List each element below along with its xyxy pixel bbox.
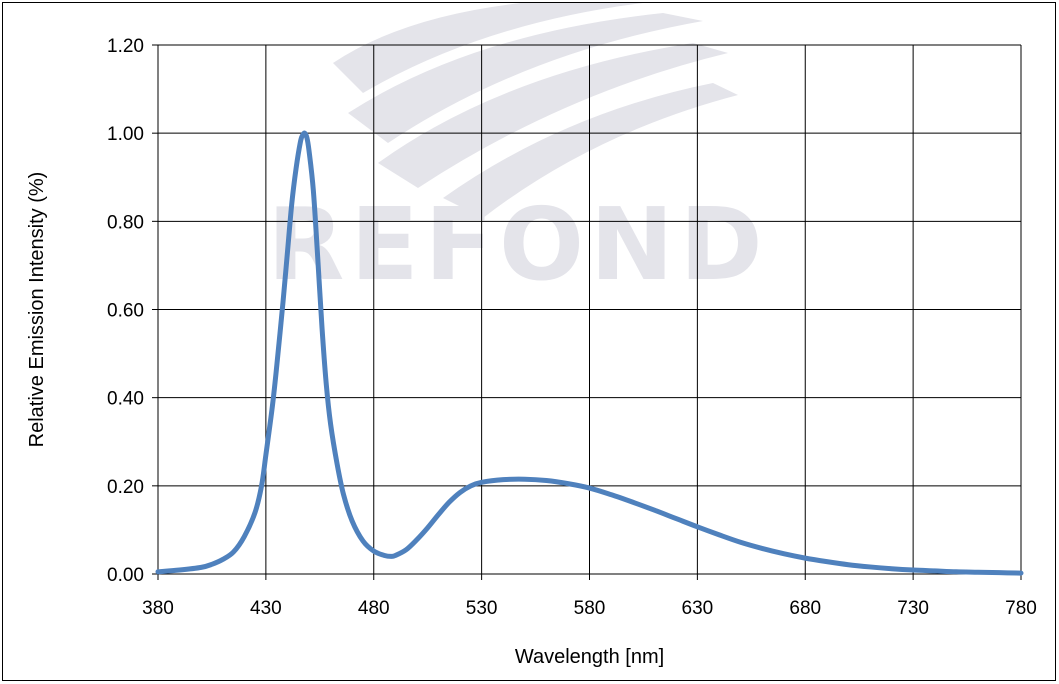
x-tick-label: 480 (358, 598, 390, 619)
watermark-swoosh-1 (348, 13, 703, 143)
watermark-logo-text: REFOND (267, 186, 768, 303)
y-tick-label: 1.00 (107, 124, 144, 145)
x-tick-label: 530 (466, 598, 498, 619)
y-tick-label: 0.00 (107, 565, 144, 586)
y-tick-label: 0.40 (107, 389, 144, 410)
y-tick-label: 1.20 (107, 36, 144, 57)
y-tick-label: 0.20 (107, 477, 144, 498)
x-axis-title: Wavelength [nm] (515, 646, 664, 668)
x-tick-label: 780 (1005, 598, 1037, 619)
y-tick-label: 0.80 (107, 212, 144, 233)
watermark-swoosh-3 (443, 83, 738, 218)
emission-spectrum-chart: REFOND 380 430 480 530 580 630 680 730 780 0.00 0.… (26, 3, 1037, 668)
chart-series (155, 130, 1024, 576)
x-tick-label: 680 (789, 598, 821, 619)
refond-watermark-logo: REFOND (267, 3, 768, 303)
y-tick-label: 0.60 (107, 301, 144, 322)
chart-tick-labels: 380 430 480 530 580 630 680 730 780 0.00 0.20 0.40 0… (107, 36, 1037, 619)
x-tick-label: 580 (574, 598, 606, 619)
x-tick-label: 630 (682, 598, 714, 619)
watermark-swoosh-2 (378, 43, 728, 188)
x-tick-label: 380 (142, 598, 174, 619)
x-tick-label: 430 (250, 598, 282, 619)
watermark-swoosh-0 (333, 3, 643, 93)
y-axis-title: Relative Emission Intensity (%) (26, 172, 48, 448)
x-tick-label: 730 (897, 598, 929, 619)
series-line-0 (155, 130, 1024, 576)
